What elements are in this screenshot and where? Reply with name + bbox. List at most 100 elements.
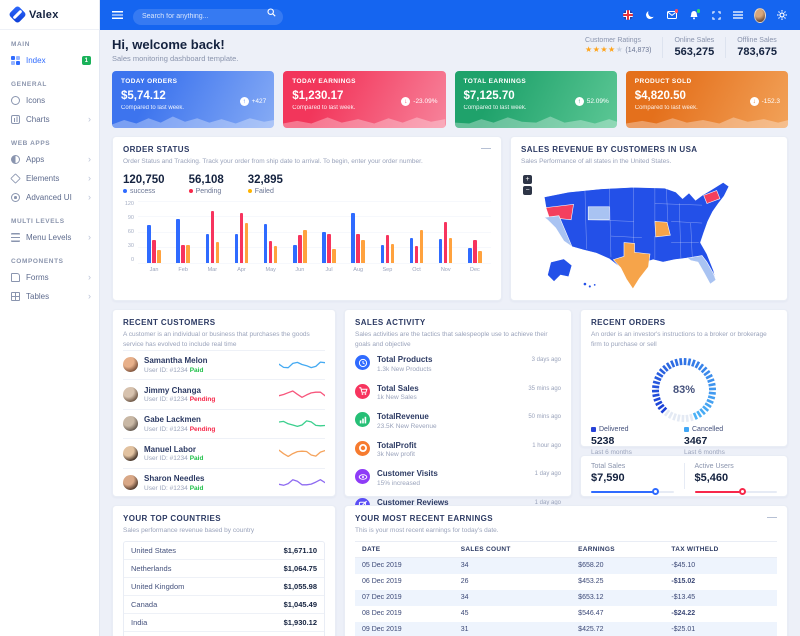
column-header[interactable]: SALES COUNT [453,540,572,558]
minimize-icon[interactable]: — [767,512,777,523]
country-row[interactable]: Australia$1,042.00 [124,630,324,636]
earnings-row: 09 Dec 2019 31 $425.72 -$25.01 [355,621,777,636]
activity-row[interactable]: Total Products 1.3k New Products 3 days … [355,350,561,379]
bar-Pending [181,245,185,263]
sidebar-item-label: Menu Levels [26,233,72,242]
fullscreen-icon[interactable] [710,9,722,21]
customer-row[interactable]: Samantha Melon User ID: #1234 Paid [123,349,325,380]
bar-Pending [443,222,448,263]
sidebar-item-tables[interactable]: Tables › [0,287,99,306]
order-stat: 120,750 success [123,174,165,195]
language-flag-icon[interactable] [622,9,634,21]
settings-gear-icon[interactable] [776,9,788,21]
ratings-stars: ★★★★★ (14,873) [585,45,651,54]
legend-label: Cancelled [692,425,724,433]
cell-earnings: $653.12 [578,594,604,602]
slider-knob[interactable] [738,487,746,495]
mini-slider[interactable] [591,487,674,495]
bar-group: Aug [346,201,370,275]
usa-map[interactable] [521,171,779,293]
map-zoom-out-button[interactable]: − [523,185,532,195]
sidebar-section-main: MAIN [11,41,31,48]
activity-row[interactable]: TotalRevenue 23.5K New Revenue 50 mins a… [355,407,561,436]
cell-sales-count: 31 [460,626,469,634]
activity-title: TotalRevenue [377,412,429,421]
notifications-bell-icon[interactable] [688,9,700,21]
messages-icon[interactable] [666,9,678,21]
order-stat-value: 32,895 [247,173,283,186]
sidebar-item-menu-levels[interactable]: Menu Levels › [0,228,99,247]
country-row[interactable]: Netherlands $1,064.75 [124,558,324,577]
customer-row[interactable]: Gabe Lackmen User ID: #1234 Pending [123,408,325,439]
slider-value: $5,460 [694,472,729,484]
cell-sales-count: 34 [460,594,469,602]
page-title: Hi, welcome back! [112,37,225,52]
slider-knob[interactable] [651,487,659,495]
card-sparkline [454,116,617,128]
bar-Failed [390,244,395,263]
search-input[interactable] [133,8,283,25]
minimize-icon[interactable]: — [481,143,491,154]
sidebar-item-advanced-ui[interactable]: Advanced UI › [0,188,99,207]
country-row[interactable]: Canada $1,045.49 [124,594,324,613]
activity-row[interactable]: Customer Visits 15% increased 1 day ago [355,464,561,493]
offline-sales-stat: Offline Sales 783,675 [725,37,788,58]
customer-row[interactable]: Sharon Needles User ID: #1234 Paid [123,467,325,498]
sidebar-item-label: Advanced UI [26,193,72,202]
column-header[interactable]: EARNINGS [571,540,665,558]
order-status-panel: ORDER STATUS — Order Status and Tracking… [112,136,502,301]
country-row[interactable]: India $1,930.12 [124,612,324,631]
sidebar-item-icons[interactable]: Icons [0,91,99,110]
activity-time: 50 mins ago [528,414,561,420]
panel-title: SALES ACTIVITY [355,318,426,327]
state-california [543,215,573,248]
slider-label: Active Users [694,463,734,470]
customer-status: Pending [189,396,216,403]
customer-status: Paid [189,484,204,492]
brand-logo[interactable]: Valex [0,0,99,30]
brand-name: Valex [29,8,59,21]
customer-status: Paid [189,366,204,374]
activity-title: Customer Reviews [377,497,449,507]
user-avatar[interactable] [754,7,766,23]
column-header[interactable]: TAX WITHELD [664,540,777,558]
sidebar-item-elements[interactable]: Elements › [0,169,99,188]
column-header[interactable]: DATE [355,540,454,558]
bar-Failed [186,245,190,263]
panel-title: RECENT CUSTOMERS [123,318,216,327]
bar-success [322,231,326,263]
bar-success [205,233,210,263]
sidebar-item-apps[interactable]: Apps › [0,150,99,169]
top-header [100,0,800,30]
bar-Pending [327,233,331,263]
customer-row[interactable]: Manuel Labor User ID: #1234 Paid [123,438,325,468]
sidebar-item-index[interactable]: Index 1 [0,51,99,70]
mini-slider[interactable] [694,487,777,495]
dark-mode-moon-icon[interactable] [644,9,656,21]
activity-title: Total Sales [377,383,419,393]
search-icon[interactable] [267,8,276,17]
index-badge: 1 [81,56,91,65]
legend-note: Last 6 months [684,448,725,456]
map-zoom-in-button[interactable]: + [523,174,532,184]
country-row[interactable]: United Kingdom $1,055.98 [124,576,324,595]
card-label: TODAY EARNINGS [292,78,356,85]
chevron-right-icon: › [88,154,91,164]
country-row[interactable]: United States $1,671.10 [124,542,324,559]
forms-icon [11,273,20,282]
card-value: $1,230.17 [292,90,344,102]
cell-sales-count: 26 [460,578,469,586]
sidebar-item-charts[interactable]: Charts › [0,110,99,129]
sales-revenue-map-panel: SALES REVENUE BY CUSTOMERS IN USA Sales … [510,136,788,301]
activity-row[interactable]: TotalProfit 3k New profit 1 hour ago [355,435,561,464]
hamburger-menu-icon[interactable] [112,11,123,19]
legend-value: 5238 [591,434,615,447]
sidebar-item-forms[interactable]: Forms › [0,268,99,287]
cell-sales-count: 34 [460,562,469,570]
app-list-icon[interactable] [732,9,744,21]
activity-time: 1 day ago [534,471,561,477]
activity-row[interactable]: Total Sales 1k New Sales 35 mins ago [355,378,561,407]
card-label: TOTAL EARNINGS [463,78,527,85]
card-badge-text: 52.09% [586,98,609,105]
customer-row[interactable]: Jimmy Changa User ID: #1234 Pending [123,379,325,409]
